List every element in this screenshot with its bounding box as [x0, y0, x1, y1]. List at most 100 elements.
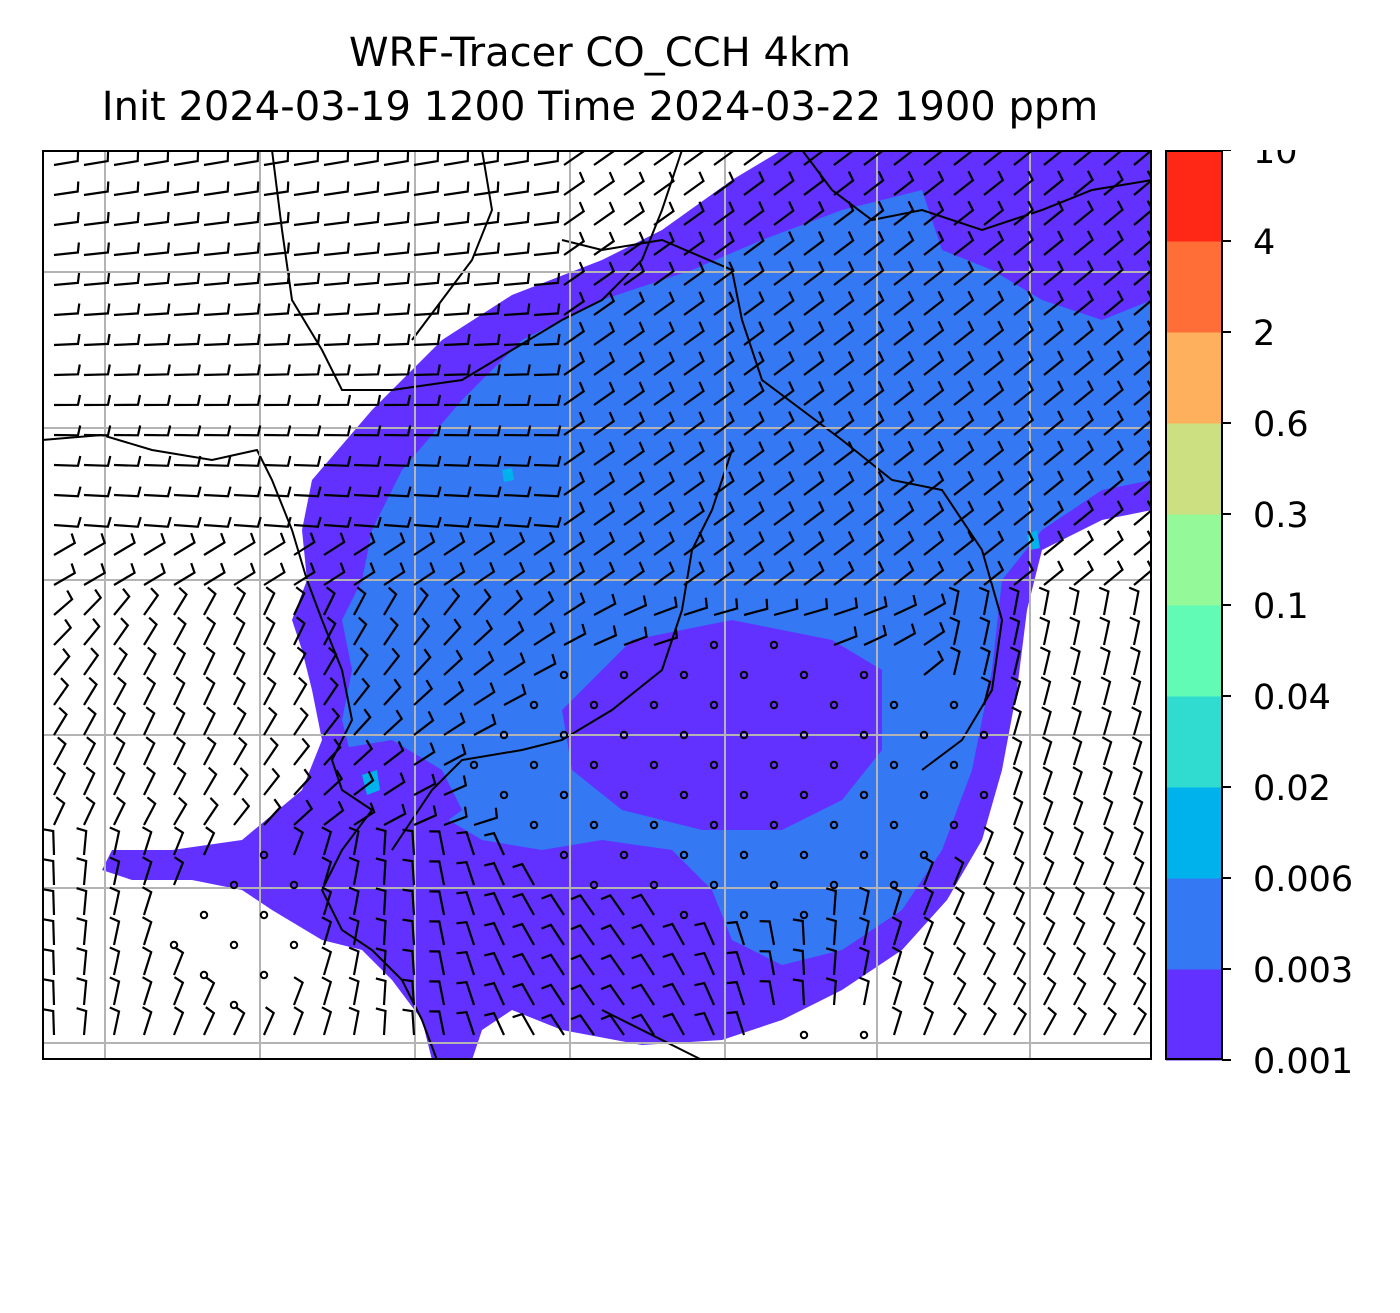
wind-barb: [1073, 260, 1094, 286]
wind-barb: [563, 561, 586, 586]
wind-barb: [375, 827, 387, 856]
wind-barb: [484, 921, 505, 946]
colorbar-tick-label: 0.02: [1253, 769, 1331, 809]
wind-barb: [173, 455, 202, 467]
wind-barb: [473, 713, 497, 736]
wind-barb: [113, 516, 142, 528]
wind-barb: [456, 951, 476, 976]
wind-barb: [1133, 230, 1152, 256]
wind-barb: [1073, 200, 1094, 226]
wind-barb: [173, 516, 202, 528]
wind-barb: [413, 333, 441, 347]
wind-barb: [623, 501, 645, 526]
calm-circle: [589, 820, 599, 830]
wind-barb: [293, 737, 311, 766]
wind-barb: [1103, 916, 1116, 946]
wind-barb: [570, 953, 595, 976]
wind-barb: [353, 677, 371, 706]
wind-barb: [623, 531, 645, 556]
wind-barb: [473, 619, 494, 646]
wind-barb: [353, 516, 382, 528]
wind-barb: [1013, 380, 1035, 406]
wind-barb: [53, 618, 73, 646]
wind-barb: [83, 211, 110, 227]
wind-barb: [1072, 826, 1084, 856]
wind-barb: [443, 516, 472, 528]
wind-barb: [443, 712, 466, 736]
wind-barb: [83, 588, 103, 616]
wind-barb: [375, 917, 387, 946]
wind-barb: [413, 455, 442, 467]
wind-barb: [683, 261, 705, 286]
calm-circle: [769, 640, 779, 650]
wind-barb: [922, 886, 935, 916]
wind-barb: [263, 706, 278, 736]
wind-barb: [1009, 616, 1021, 646]
wind-barb: [233, 394, 262, 407]
wind-barb: [683, 561, 705, 586]
wind-barb: [456, 1011, 476, 1036]
wind-barb: [923, 530, 945, 556]
wind-barb: [353, 739, 374, 766]
wind-barb: [952, 886, 965, 916]
wind-barb: [293, 333, 321, 347]
wind-barb: [825, 887, 837, 916]
wind-barb: [533, 516, 562, 528]
wind-barb: [713, 201, 735, 226]
wind-barb: [863, 170, 885, 196]
wind-barb: [143, 736, 156, 766]
wind-barb: [413, 532, 436, 556]
wind-barb: [233, 797, 251, 826]
wind-barb: [473, 588, 492, 616]
wind-barb: [353, 303, 381, 317]
calm-circle: [919, 730, 929, 740]
calm-circle: [769, 820, 779, 830]
wind-barb: [623, 411, 645, 436]
wind-barb: [83, 563, 107, 586]
wind-barb: [473, 303, 501, 317]
wind-barb: [858, 976, 870, 1006]
wind-barb: [623, 595, 648, 617]
wind-barb: [653, 231, 675, 256]
wind-barb: [1103, 380, 1124, 406]
wind-barb: [923, 410, 945, 436]
wind-barb: [773, 201, 795, 226]
wind-barb: [1013, 440, 1035, 466]
calm-circle: [949, 760, 959, 770]
wind-barb: [43, 828, 56, 856]
wind-barb: [143, 242, 170, 257]
wind-barb: [203, 616, 217, 646]
calm-circle: [769, 700, 779, 710]
wind-barb: [1103, 410, 1124, 436]
calm-circle: [739, 730, 749, 740]
wind-barb: [443, 561, 466, 586]
wind-barb: [203, 181, 230, 197]
wind-barb: [593, 471, 616, 496]
wind-barb: [173, 676, 186, 706]
wind-barb: [293, 646, 307, 676]
wind-barb: [953, 946, 966, 976]
wind-barb: [1073, 946, 1086, 976]
wind-barb: [383, 709, 404, 736]
wind-barb: [1132, 796, 1144, 826]
calm-circle: [739, 910, 749, 920]
wind-barb: [683, 381, 705, 406]
wind-barb: [143, 587, 160, 616]
calm-circle: [919, 850, 929, 860]
wind-barb: [113, 562, 136, 586]
wind-barb: [109, 886, 121, 916]
wind-barb: [43, 1008, 56, 1036]
wind-barb: [323, 364, 351, 377]
wind-barb: [143, 333, 171, 347]
wind-barb: [503, 683, 527, 706]
wind-barb: [443, 486, 472, 498]
wind-barb: [893, 260, 915, 286]
wind-barb: [429, 890, 446, 916]
wind-barb: [323, 616, 337, 646]
wind-barb: [759, 920, 776, 946]
wind-barb: [1043, 350, 1064, 376]
calm-circle: [709, 760, 719, 770]
calm-circle: [679, 790, 689, 800]
wind-barb: [983, 500, 1005, 526]
wind-barb: [1042, 886, 1055, 916]
